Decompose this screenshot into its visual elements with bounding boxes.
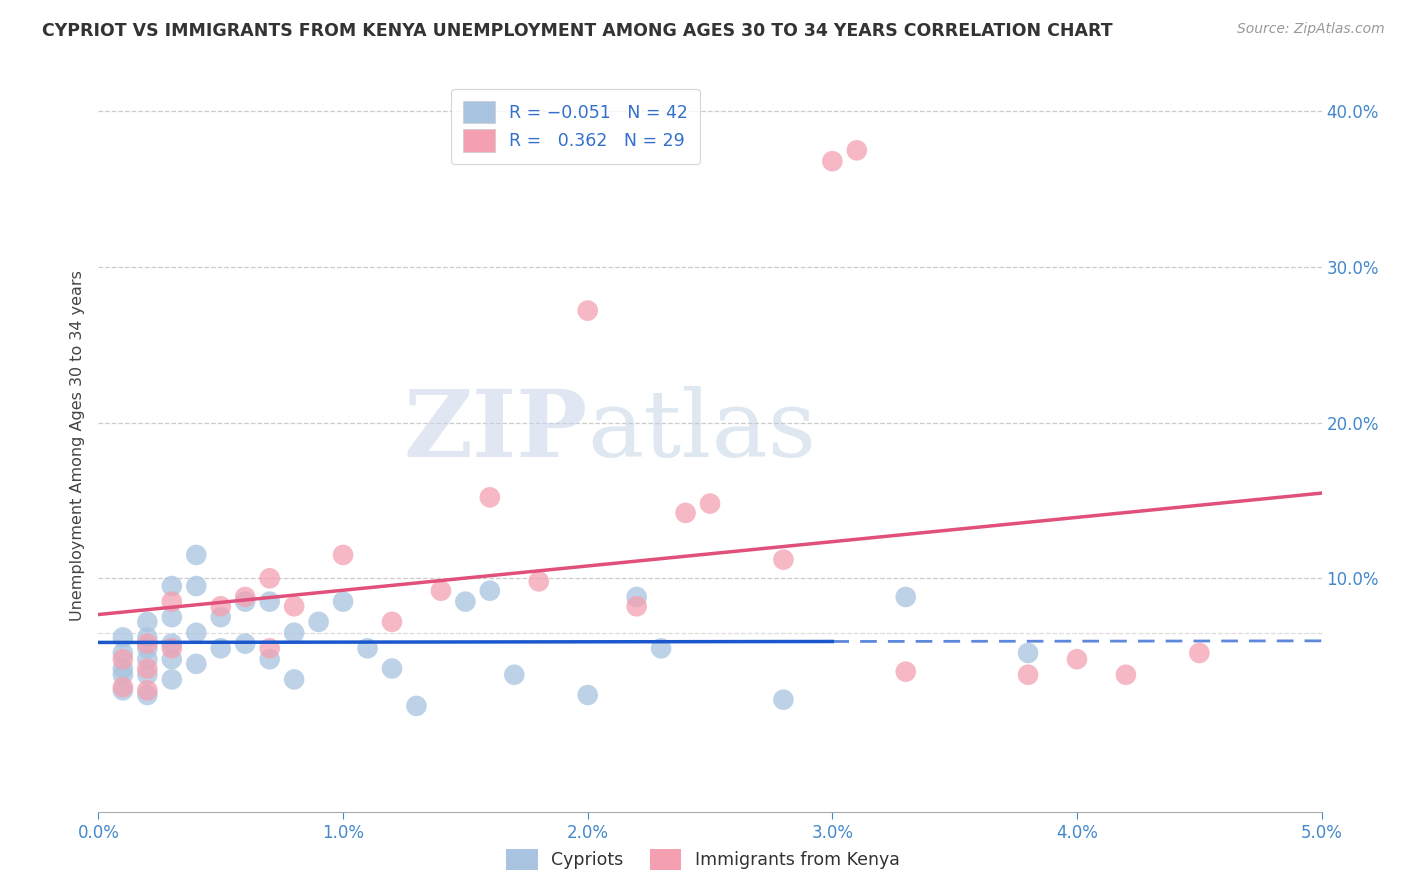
Point [675, 506, 697, 520]
Point [576, 688, 599, 702]
Point [527, 574, 550, 589]
Point [259, 594, 281, 608]
Point [186, 548, 208, 562]
Point [772, 692, 794, 706]
Point [894, 590, 917, 604]
Point [111, 680, 134, 694]
Point [136, 683, 159, 698]
Point [332, 594, 354, 608]
Y-axis label: Unemployment Among Ages 30 to 34 years: Unemployment Among Ages 30 to 34 years [69, 270, 84, 622]
Point [332, 548, 354, 562]
Point [576, 303, 599, 318]
Point [283, 599, 305, 614]
Point [356, 641, 378, 656]
Point [111, 631, 134, 645]
Point [1017, 667, 1039, 681]
Point [111, 683, 134, 698]
Point [894, 665, 917, 679]
Point [136, 661, 159, 675]
Text: CYPRIOT VS IMMIGRANTS FROM KENYA UNEMPLOYMENT AMONG AGES 30 TO 34 YEARS CORRELAT: CYPRIOT VS IMMIGRANTS FROM KENYA UNEMPLO… [42, 22, 1112, 40]
Point [283, 673, 305, 687]
Point [454, 594, 477, 608]
Point [1066, 652, 1088, 666]
Point [209, 599, 232, 614]
Point [160, 673, 183, 687]
Point [209, 610, 232, 624]
Text: ZIP: ZIP [404, 386, 588, 476]
Point [233, 590, 256, 604]
Point [160, 652, 183, 666]
Point [233, 594, 256, 608]
Point [111, 652, 134, 666]
Point [136, 637, 159, 651]
Point [136, 615, 159, 629]
Point [186, 625, 208, 640]
Point [478, 583, 501, 598]
Point [503, 667, 526, 681]
Point [160, 641, 183, 656]
Point [626, 599, 648, 614]
Point [821, 154, 844, 169]
Point [160, 610, 183, 624]
Point [626, 590, 648, 604]
Point [111, 667, 134, 681]
Point [845, 144, 868, 158]
Point [136, 652, 159, 666]
Point [430, 583, 453, 598]
Point [381, 615, 404, 629]
Point [405, 698, 427, 713]
Point [233, 637, 256, 651]
Point [186, 657, 208, 671]
Point [650, 641, 672, 656]
Point [160, 637, 183, 651]
Text: Source: ZipAtlas.com: Source: ZipAtlas.com [1237, 22, 1385, 37]
Point [259, 652, 281, 666]
Point [381, 661, 404, 675]
Point [209, 641, 232, 656]
Text: atlas: atlas [588, 386, 817, 476]
Point [478, 491, 501, 505]
Point [160, 594, 183, 608]
Point [259, 641, 281, 656]
Point [111, 646, 134, 660]
Point [1017, 646, 1039, 660]
Point [136, 667, 159, 681]
Point [1188, 646, 1211, 660]
Legend: R = −0.051   N = 42, R =   0.362   N = 29: R = −0.051 N = 42, R = 0.362 N = 29 [451, 89, 700, 164]
Point [136, 688, 159, 702]
Legend: Cypriots, Immigrants from Kenya: Cypriots, Immigrants from Kenya [498, 840, 908, 879]
Point [111, 661, 134, 675]
Point [186, 579, 208, 593]
Point [308, 615, 330, 629]
Point [772, 552, 794, 566]
Point [160, 579, 183, 593]
Point [259, 571, 281, 585]
Point [283, 625, 305, 640]
Point [1115, 667, 1137, 681]
Point [699, 497, 721, 511]
Point [136, 631, 159, 645]
Point [136, 641, 159, 656]
